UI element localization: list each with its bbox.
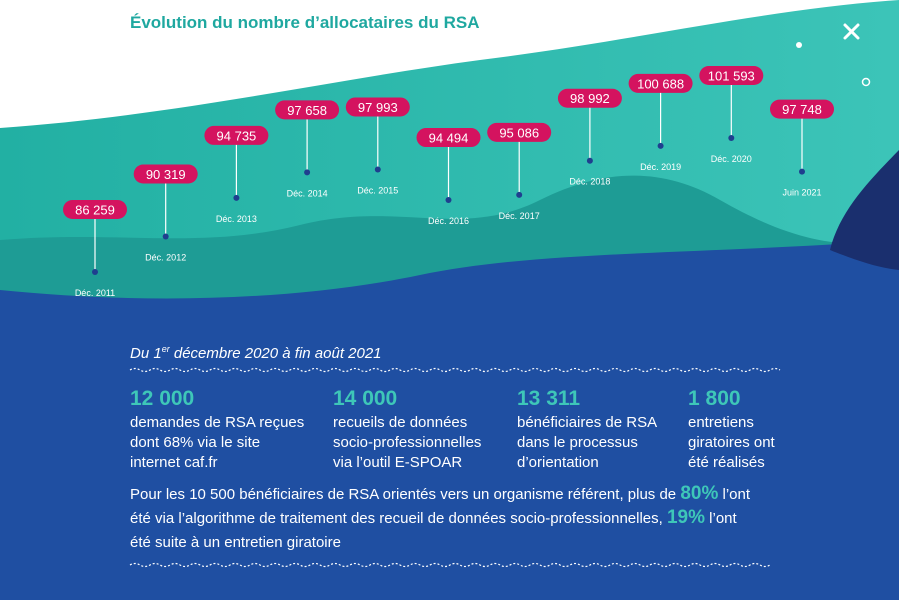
value-label: 94 735 <box>217 128 257 143</box>
value-label: 97 658 <box>287 103 327 118</box>
stat-text: internet caf.fr <box>130 454 218 471</box>
pin-dot <box>586 157 593 164</box>
period: Du 1er décembre 2020 à fin août 2021 <box>130 344 382 362</box>
text: l’ont <box>705 510 738 527</box>
stat-text: entretiens <box>688 414 754 431</box>
ring-decor <box>861 77 871 87</box>
stat-text: recueils de données <box>333 414 467 431</box>
pin-dot <box>799 168 805 175</box>
pin-dot <box>445 197 452 204</box>
value-label: 97 993 <box>358 100 398 115</box>
stat-text: demandes de RSA reçues <box>130 414 304 431</box>
paragraph-line: été suite à un entretien giratoire <box>130 534 341 551</box>
paragraph-line: Pour les 10 500 bénéficiaires de RSA ori… <box>130 483 751 504</box>
date-label: Juin 2021 <box>782 188 821 198</box>
date-label: Déc. 2012 <box>145 253 186 263</box>
date-label: Déc. 2020 <box>711 154 752 164</box>
stat-text: giratoires ont <box>688 434 776 451</box>
paragraph: Pour les 10 500 bénéficiaires de RSA ori… <box>130 483 751 551</box>
stats: 12 000 demandes de RSA reçues dont 68% via… <box>130 387 776 471</box>
value-label: 100 688 <box>637 76 684 91</box>
pin-dot <box>374 166 381 173</box>
stat-text: dans le processus <box>517 434 638 451</box>
pin-dot <box>233 194 240 201</box>
date-label: Déc. 2018 <box>569 177 610 187</box>
pin-label-bg <box>133 164 198 184</box>
pin-label-bg <box>275 100 340 120</box>
pin-label-bg <box>204 125 269 145</box>
paragraph-line: été via l’algorithme de traitement des r… <box>130 507 738 528</box>
period-text: décembre 2020 à fin août 2021 <box>170 345 382 362</box>
blue-area <box>0 240 899 600</box>
text: Pour les 10 500 bénéficiaires de RSA ori… <box>130 486 680 503</box>
date-label: Déc. 2016 <box>428 216 469 226</box>
pin-label-bg <box>487 122 552 142</box>
stat-text: été réalisés <box>688 454 765 471</box>
value-label: 98 992 <box>570 91 610 106</box>
period-text: Du 1 <box>130 345 162 362</box>
date-label: Déc. 2015 <box>357 185 398 195</box>
dot-decor <box>796 42 802 48</box>
title: Évolution du nombre d’allocataires du RS… <box>130 13 480 32</box>
pin-dot <box>516 191 523 198</box>
stat-text: dont 68% via le site <box>130 434 260 451</box>
value-label: 86 259 <box>75 203 115 218</box>
value-label: 101 593 <box>708 69 755 84</box>
pin-label-bg <box>628 73 693 93</box>
stat-text: bénéficiaires de RSA <box>517 414 657 431</box>
pin-dot <box>304 169 311 176</box>
highlight: 19% <box>667 507 705 528</box>
stat-number: 13 311 <box>517 387 580 410</box>
pin-label-bg <box>416 128 481 148</box>
pin-dot <box>657 142 664 149</box>
pin-label-bg <box>557 88 622 108</box>
value-label: 95 086 <box>499 125 539 140</box>
pin-label-bg <box>63 200 127 219</box>
period-sup: er <box>162 344 171 354</box>
stat-text: via l’outil E-SPOAR <box>333 454 462 471</box>
stat-number: 14 000 <box>333 387 397 410</box>
text: l’ont <box>718 486 751 503</box>
stat-number: 12 000 <box>130 387 194 410</box>
text: été via l’algorithme de traitement des r… <box>130 510 667 527</box>
timeline: 86 259 Déc. 2011 90 319 Déc. 2012 94 735 Déc.… <box>63 66 834 298</box>
pin-label-bg <box>770 99 834 119</box>
pin-label-bg <box>699 66 764 85</box>
date-label: Déc. 2011 <box>75 288 115 298</box>
pin-dot <box>728 135 735 141</box>
value-label: 90 319 <box>146 167 186 182</box>
date-label: Déc. 2013 <box>216 214 257 224</box>
pin-dot <box>162 233 169 240</box>
date-label: Déc. 2019 <box>640 162 681 172</box>
stat-text: d’orientation <box>517 454 599 471</box>
stat-text: socio-professionnelles <box>333 434 481 451</box>
stat-number: 1 800 <box>688 387 741 410</box>
text: été suite à un entretien giratoire <box>130 534 341 551</box>
date-label: Déc. 2014 <box>287 188 328 198</box>
highlight: 80% <box>680 483 718 504</box>
close-button[interactable] <box>843 23 860 40</box>
divider <box>129 367 781 373</box>
navy-shape <box>830 150 899 270</box>
pin-dot <box>92 269 98 275</box>
value-label: 94 494 <box>429 131 469 146</box>
pin-label-bg <box>345 97 410 117</box>
date-label: Déc. 2017 <box>499 211 540 221</box>
value-label: 97 748 <box>782 102 822 117</box>
divider <box>129 562 771 568</box>
